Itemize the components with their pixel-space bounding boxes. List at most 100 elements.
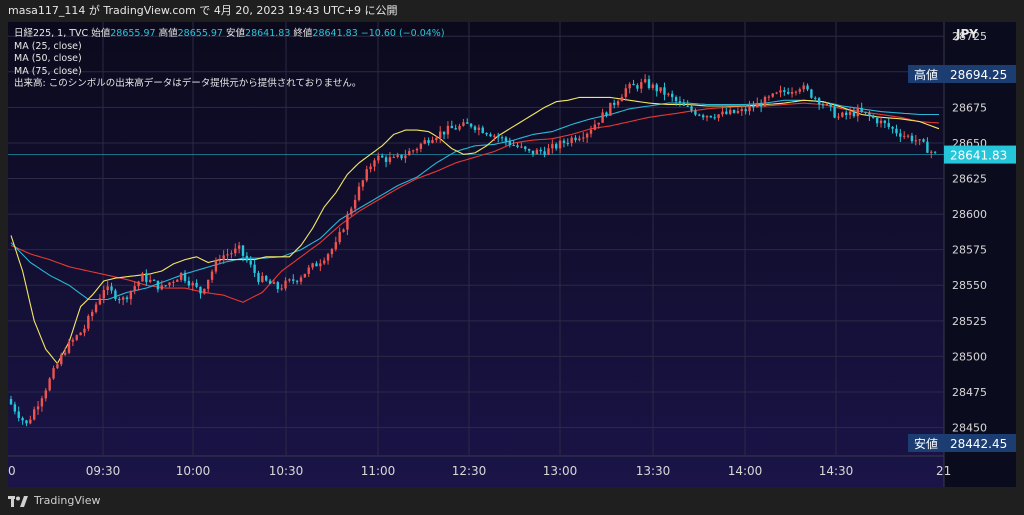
- x-tick-label: 09:30: [86, 464, 121, 478]
- candle-body: [477, 127, 481, 130]
- candle-body: [98, 298, 102, 305]
- last-price-tag-value-box: [944, 145, 1016, 164]
- candle-body: [265, 275, 268, 281]
- x-tick-label: 12:30: [452, 464, 487, 478]
- candle-body: [295, 280, 299, 282]
- candle-body: [578, 138, 581, 141]
- candle-body: [817, 98, 821, 105]
- candle-body: [268, 280, 272, 284]
- candle-body: [589, 129, 593, 134]
- candle-body: [261, 275, 264, 282]
- candle-body: [891, 126, 894, 129]
- candle-body: [732, 109, 736, 113]
- candle-body: [825, 103, 829, 105]
- candle-body: [183, 272, 187, 281]
- candle-body: [160, 285, 163, 290]
- y-tick-label: 28625: [952, 173, 987, 186]
- high-price-tag-label: 高値: [914, 67, 938, 82]
- candle-body: [67, 341, 71, 353]
- candle-body: [930, 151, 933, 153]
- candle-body: [582, 137, 585, 139]
- candle-body: [566, 142, 569, 144]
- y-tick-label: 28600: [952, 208, 987, 221]
- candle-body: [787, 91, 790, 94]
- candle-body: [288, 279, 291, 281]
- candle-body: [79, 332, 82, 336]
- candle-body: [222, 255, 225, 261]
- x-tick-label: 13:30: [636, 464, 671, 478]
- candle-body: [280, 288, 283, 290]
- candle-body: [384, 157, 388, 162]
- candle-body: [52, 368, 55, 379]
- candle-body: [423, 140, 426, 144]
- candle-body: [365, 169, 368, 181]
- candle-body: [431, 140, 434, 143]
- candle-body: [721, 111, 724, 115]
- candle-body: [129, 290, 133, 300]
- y-tick-label: 28450: [952, 422, 987, 435]
- candle-body: [338, 231, 341, 243]
- candle-body: [547, 148, 550, 155]
- chart-panel[interactable]: 28450 28475 28500 28525 28550 28575 28600 28625…: [8, 22, 1016, 487]
- candle-body: [933, 151, 937, 153]
- candle-body: [133, 286, 136, 291]
- candle-body: [906, 135, 910, 137]
- candle-body: [168, 282, 171, 286]
- candle-body: [199, 286, 202, 294]
- candle-body: [462, 122, 465, 126]
- candle-body: [620, 96, 624, 102]
- candle-body: [334, 242, 337, 250]
- candle-body: [655, 84, 658, 92]
- candle-body: [883, 120, 887, 124]
- price-chart[interactable]: 28450 28475 28500 28525 28550 28575 28600 28625…: [8, 22, 1016, 487]
- x-tick-label: 14:00: [728, 464, 763, 478]
- candle-body: [377, 155, 380, 161]
- candle-body: [555, 144, 558, 149]
- candle-body: [489, 134, 492, 137]
- x-tick-label: 10:30: [269, 464, 304, 478]
- candle-body: [56, 364, 59, 369]
- candle-body: [350, 208, 353, 215]
- candle-body: [156, 280, 160, 290]
- candle-body: [114, 290, 117, 299]
- candle-body: [508, 141, 511, 146]
- candle-body: [497, 135, 500, 138]
- candle-body: [872, 116, 875, 118]
- candle-body: [845, 112, 848, 115]
- candle-body: [551, 144, 554, 149]
- candle-body: [137, 281, 140, 287]
- candle-body: [176, 279, 179, 282]
- candle-body: [701, 115, 705, 118]
- candle-body: [396, 154, 399, 157]
- candle-body: [404, 155, 407, 159]
- candle-body: [663, 87, 666, 95]
- candle-body: [83, 328, 86, 333]
- candle-body: [593, 124, 597, 130]
- y-tick-label: 28475: [952, 386, 987, 399]
- y-tick-label: 28575: [952, 244, 987, 257]
- candle-body: [527, 148, 531, 151]
- candle-body: [628, 83, 631, 89]
- high-price-tag: 高値 28694.25: [908, 64, 1016, 83]
- candle-body: [415, 148, 419, 151]
- candle-body: [659, 87, 662, 92]
- candle-body: [535, 149, 539, 155]
- candle-body: [500, 137, 504, 139]
- candle-body: [427, 140, 430, 143]
- candle-body: [458, 125, 461, 130]
- candle-body: [253, 264, 256, 273]
- footer-brand[interactable]: TradingView: [8, 492, 100, 510]
- tradingview-logo-icon: [8, 495, 28, 507]
- candle-body: [605, 112, 608, 116]
- candle-body: [330, 249, 334, 255]
- candle-body: [647, 79, 651, 88]
- candle-body: [794, 91, 798, 93]
- candle-body: [94, 304, 98, 313]
- candle-body: [597, 122, 600, 125]
- candle-body: [752, 106, 755, 108]
- plot-background: [8, 22, 944, 487]
- candle-body: [207, 279, 210, 289]
- candle-body: [740, 109, 743, 112]
- candle-body: [632, 83, 635, 86]
- candle-body: [319, 263, 322, 267]
